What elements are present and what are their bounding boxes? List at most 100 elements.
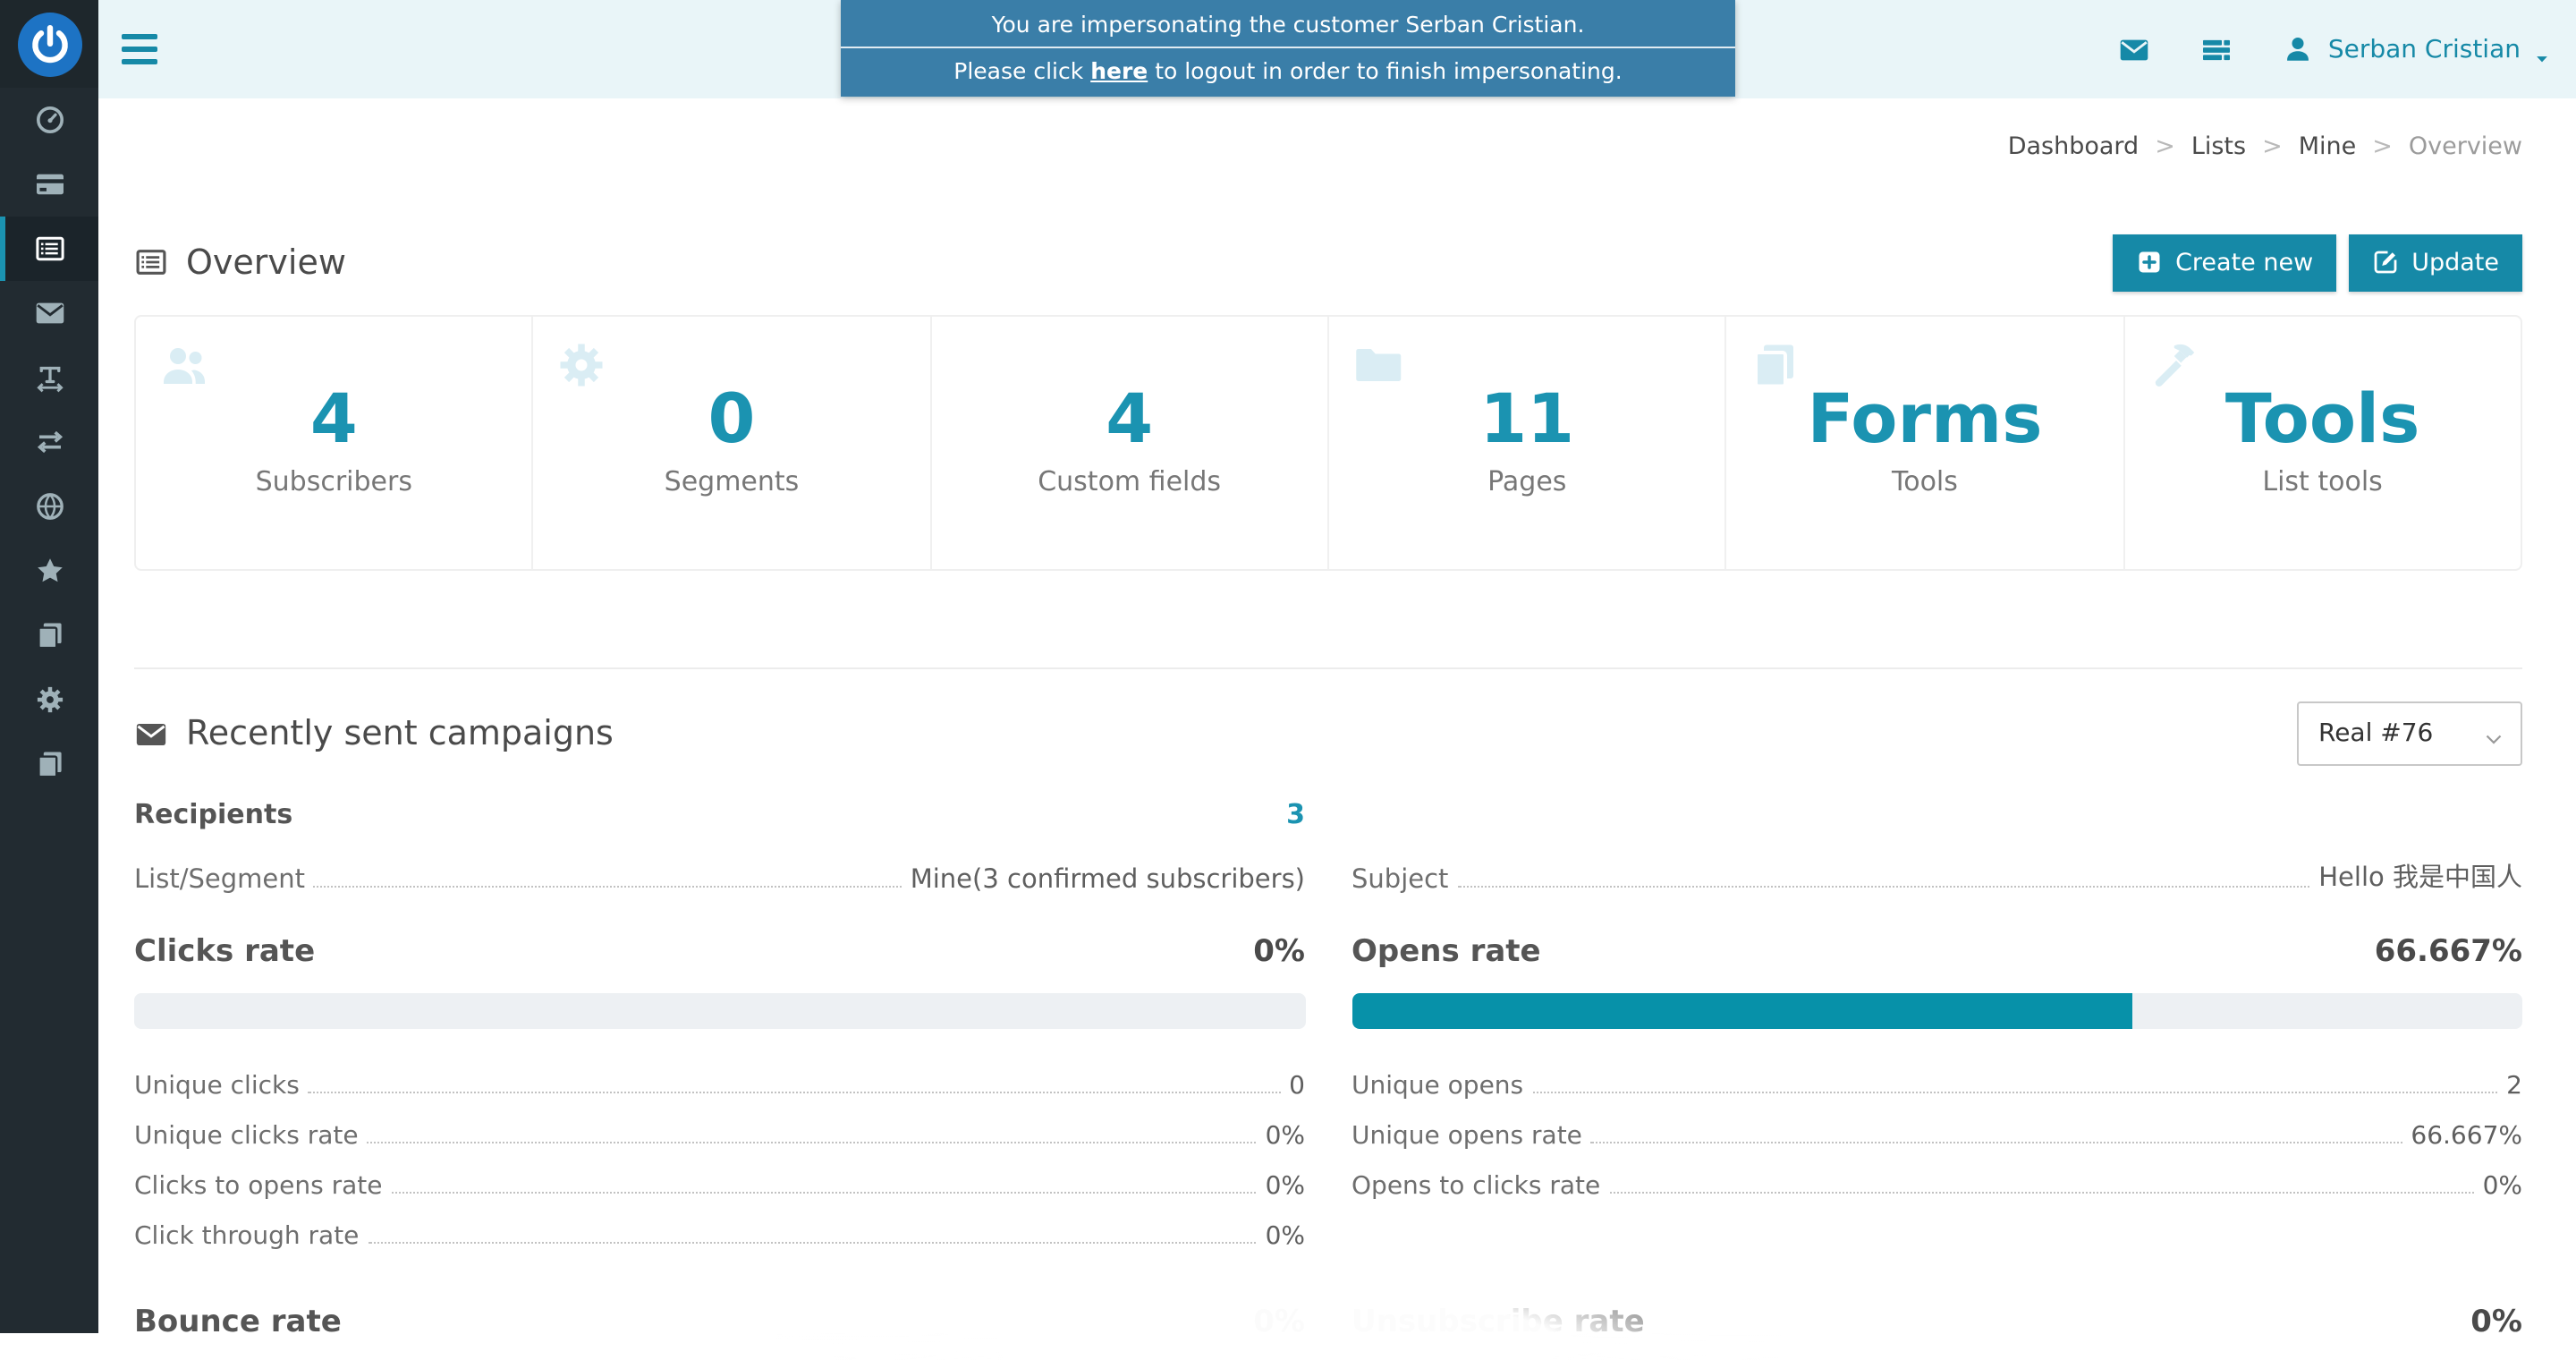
pages-copy-icon xyxy=(33,619,65,651)
stat-label: List tools xyxy=(2262,464,2383,497)
stat-value: Forms xyxy=(1807,379,2043,458)
topbar-actions: Serban Cristian xyxy=(2119,0,2551,98)
stats-right-column: Subject Hello 我是中国人 Opens rate 66.667% U… xyxy=(1352,787,2522,1349)
list-alt-icon xyxy=(134,245,168,279)
stat-label: Custom fields xyxy=(1038,464,1222,497)
campaigns-header: Recently sent campaigns Real #76 xyxy=(134,698,2522,769)
campaign-selector[interactable]: Real #76 xyxy=(2297,701,2522,766)
plus-square-icon xyxy=(2136,249,2163,276)
edit-icon xyxy=(2372,249,2399,276)
campaign-selector-value: Real #76 xyxy=(2318,719,2434,748)
stat-card-subscribers[interactable]: 4 Subscribers xyxy=(136,317,534,569)
update-button[interactable]: Update xyxy=(2349,234,2522,291)
menu-list-icon[interactable] xyxy=(2201,33,2233,65)
stat-card-forms[interactable]: Forms Tools xyxy=(1727,317,2125,569)
gear-icon xyxy=(555,338,609,392)
detail-row: Click through rate 0% xyxy=(134,1222,1305,1251)
messages-envelope-icon[interactable] xyxy=(2119,33,2151,65)
detail-row: Unique opens 2 xyxy=(1352,1072,2522,1101)
breadcrumb: Dashboard > Lists > Mine > Overview xyxy=(2007,132,2522,161)
stat-value: 4 xyxy=(1106,379,1154,458)
clicks-rate-header: Clicks rate 0% xyxy=(134,934,1305,970)
envelope-icon xyxy=(134,717,168,751)
user-name: Serban Cristian xyxy=(2327,35,2521,64)
stat-label: Segments xyxy=(664,464,800,497)
recipients-value: 3 xyxy=(1286,798,1305,830)
campaign-stats: Recipients 3 List/Segment Mine(3 confirm… xyxy=(134,787,2522,1349)
campaigns-title-group: Recently sent campaigns xyxy=(134,714,614,753)
breadcrumb-overview: Overview xyxy=(2408,132,2522,161)
opens-rate-value: 66.667% xyxy=(2374,934,2522,970)
settings-gear-icon xyxy=(33,684,65,716)
campaigns-title: Recently sent campaigns xyxy=(186,714,614,753)
stat-card-pages[interactable]: 11 Pages xyxy=(1329,317,1727,569)
dotted-leader xyxy=(1457,886,2310,888)
sidebar-item-articles[interactable] xyxy=(0,732,98,796)
unsubscribe-rate-header: Unsubscribe rate 0% xyxy=(1352,1305,2522,1340)
articles-copy-icon xyxy=(33,748,65,780)
logout-here-link[interactable]: here xyxy=(1090,57,1148,84)
sidebar-item-campaigns[interactable] xyxy=(0,281,98,345)
stat-card-tools[interactable]: Tools List tools xyxy=(2124,317,2521,569)
user-menu[interactable]: Serban Cristian xyxy=(2284,34,2551,64)
sidebar xyxy=(0,0,98,1333)
folder-icon xyxy=(1351,338,1404,392)
dotted-leader xyxy=(1590,1142,2402,1143)
stat-value: 0 xyxy=(708,379,756,458)
stat-value: Tools xyxy=(2224,379,2420,458)
sidebar-item-transactional-emails[interactable] xyxy=(0,410,98,474)
detail-row: Unique clicks rate 0% xyxy=(134,1122,1305,1151)
sidebar-item-settings[interactable] xyxy=(0,667,98,732)
dotted-leader xyxy=(313,886,902,888)
sidebar-item-templates[interactable] xyxy=(0,345,98,410)
power-icon xyxy=(17,12,81,76)
detail-row: Opens to clicks rate 0% xyxy=(1352,1172,2522,1201)
clicks-rate-value: 0% xyxy=(1253,934,1305,970)
opens-rate-header: Opens rate 66.667% xyxy=(1352,934,2522,970)
dashboard-gauge-icon xyxy=(33,104,65,136)
hammer-icon xyxy=(2146,338,2199,392)
opens-progress-fill xyxy=(1352,993,2132,1029)
stat-value: 4 xyxy=(309,379,358,458)
detail-row: Unique clicks 0 xyxy=(134,1072,1305,1101)
dotted-leader xyxy=(308,1092,1281,1093)
recently-sent-campaigns: Recently sent campaigns Real #76 Recipie… xyxy=(134,698,2522,1349)
users-icon xyxy=(157,338,211,392)
stat-card-segments[interactable]: 0 Segments xyxy=(534,317,932,569)
sidebar-item-pages[interactable] xyxy=(0,603,98,667)
main-content: Dashboard > Lists > Mine > Overview Over… xyxy=(98,98,2576,1340)
create-new-button[interactable]: Create new xyxy=(2113,234,2337,291)
breadcrumb-dashboard[interactable]: Dashboard xyxy=(2007,132,2140,161)
sidebar-item-featured[interactable] xyxy=(0,539,98,603)
copy-icon xyxy=(1749,338,1802,392)
clicks-details: Unique clicks 0 Unique clicks rate 0% Cl… xyxy=(134,1056,1305,1256)
dotted-leader xyxy=(368,1242,1257,1244)
stat-label: Subscribers xyxy=(255,464,412,497)
stat-label: Tools xyxy=(1892,464,1958,497)
user-icon xyxy=(2284,34,2314,64)
sidebar-item-lists[interactable] xyxy=(0,217,98,281)
page-header: Overview Create new Update xyxy=(134,233,2522,292)
sidebar-item-dashboard[interactable] xyxy=(0,88,98,152)
page-title-group: Overview xyxy=(134,242,346,282)
bounce-rate-value: 0% xyxy=(1253,1305,1305,1340)
hamburger-menu-icon[interactable] xyxy=(122,34,157,64)
page-title: Overview xyxy=(186,242,346,282)
opens-progress-bar xyxy=(1352,993,2522,1029)
sidebar-item-surveys[interactable] xyxy=(0,474,98,539)
list-segment-row: List/Segment Mine(3 confirmed subscriber… xyxy=(134,866,1305,895)
subject-row: Subject Hello 我是中国人 xyxy=(1352,864,2522,895)
dotted-leader xyxy=(391,1192,1257,1194)
section-divider xyxy=(134,667,2522,669)
app-logo[interactable] xyxy=(0,0,98,88)
sidebar-item-price-plans[interactable] xyxy=(0,152,98,217)
stat-card-custom-fields[interactable]: 4 Custom fields xyxy=(931,317,1329,569)
breadcrumb-mine[interactable]: Mine xyxy=(2298,132,2357,161)
price-plans-card-icon xyxy=(33,168,65,200)
bounce-rate-header: Bounce rate 0% xyxy=(134,1305,1305,1340)
campaigns-envelope-icon xyxy=(33,297,65,329)
impersonation-logout-line: Please click here to logout in order to … xyxy=(953,57,1623,84)
dotted-leader xyxy=(1532,1092,2498,1093)
dotted-leader xyxy=(367,1142,1257,1143)
breadcrumb-lists[interactable]: Lists xyxy=(2190,132,2247,161)
